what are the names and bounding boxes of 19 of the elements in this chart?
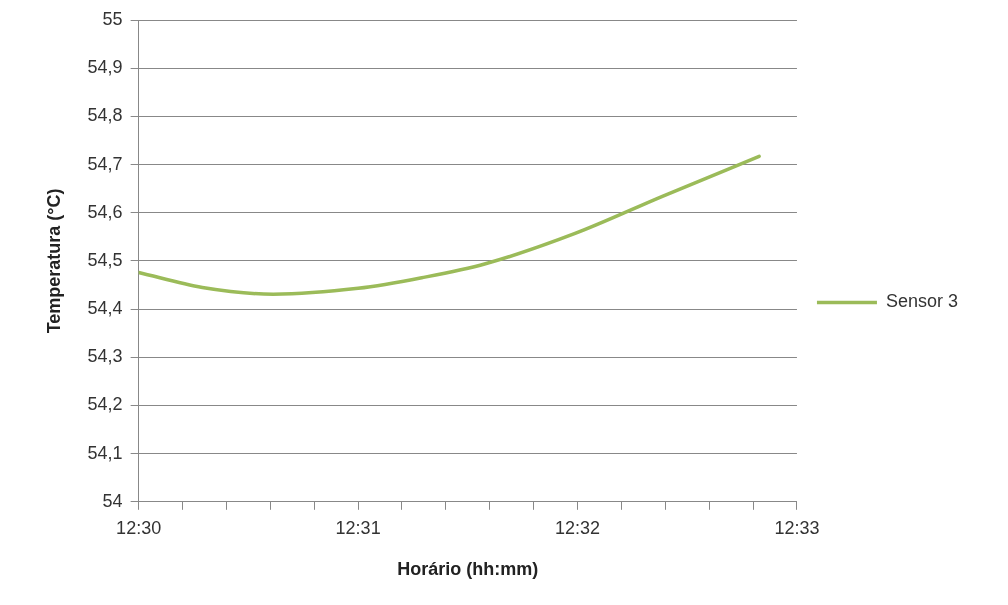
y-tick-label: 55: [102, 8, 123, 29]
y-tick-label: 54,2: [87, 394, 123, 415]
x-axis-title: Horário (hh:mm): [397, 559, 539, 580]
y-tick-label: 54,9: [87, 57, 123, 78]
y-tick-label: 54,6: [87, 201, 123, 222]
line-series: [138, 154, 761, 296]
y-tick-label: 54,4: [87, 298, 123, 319]
legend-label: Sensor 3: [885, 291, 958, 312]
y-tick-label: 54,5: [87, 249, 123, 270]
y-tick-label: 54: [102, 490, 123, 511]
x-tick-label: 12:33: [774, 517, 820, 538]
y-axis-title: Temperatura (°C): [43, 188, 64, 334]
y-tick-label: 54,1: [87, 442, 123, 463]
y-tick-label: 54,3: [87, 346, 123, 367]
x-tick-label: 12:31: [335, 517, 381, 538]
x-tick-label: 12:32: [554, 517, 600, 538]
y-tick-label: 54,8: [87, 105, 123, 126]
y-tick-label: 54,7: [87, 153, 123, 174]
x-tick-label: 12:30: [116, 517, 162, 538]
